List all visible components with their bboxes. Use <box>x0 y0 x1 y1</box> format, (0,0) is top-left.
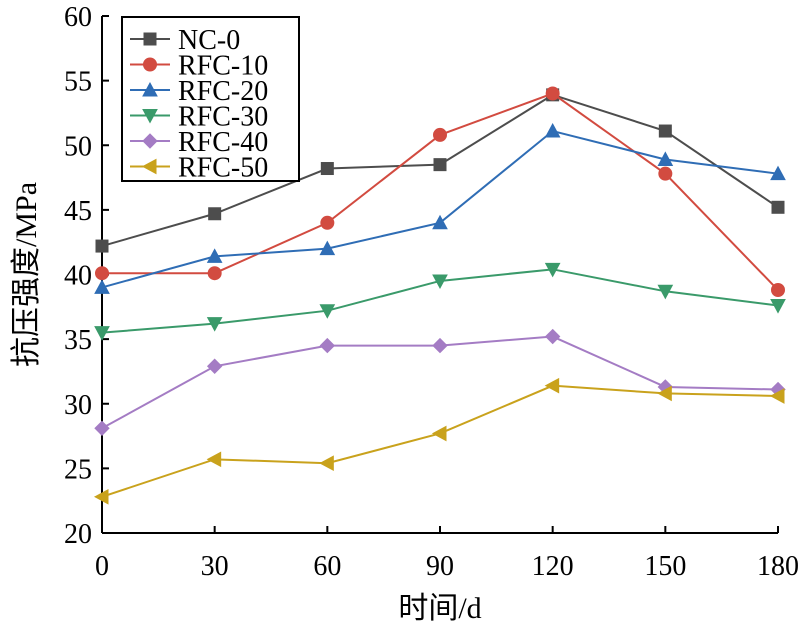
y-tick-label: 35 <box>64 325 92 356</box>
legend-marker-rfc-50 <box>141 158 157 175</box>
data-point-rfc-20 <box>770 165 786 181</box>
legend-item-rfc-30: RFC-30 <box>130 102 268 133</box>
y-tick-label: 20 <box>64 519 92 550</box>
data-point-rfc-20 <box>94 279 110 294</box>
x-tick-label: 120 <box>532 551 574 582</box>
data-point-rfc-20 <box>432 214 448 230</box>
data-point-rfc-30 <box>432 274 448 290</box>
legend-label: RFC-40 <box>178 127 268 158</box>
data-point-rfc-50 <box>93 488 109 505</box>
series-line-rfc-50 <box>101 384 779 498</box>
x-tick-label: 180 <box>757 551 799 582</box>
y-tick-label: 40 <box>64 261 92 292</box>
data-point-rfc-30 <box>319 304 336 319</box>
series-rfc-30 <box>94 262 786 341</box>
y-tick-label: 50 <box>64 131 92 162</box>
x-axis-title: 时间/d <box>398 592 481 625</box>
y-tick-label: 45 <box>64 196 92 227</box>
data-point-rfc-10 <box>771 283 785 298</box>
y-tick-label: 30 <box>64 390 92 421</box>
data-point-rfc-10 <box>658 166 673 181</box>
data-point-rfc-40 <box>432 337 448 354</box>
y-axis-title: 抗压强度/MPa <box>10 182 43 367</box>
x-tick-label: 90 <box>426 551 454 582</box>
y-tick-label: 25 <box>64 454 92 485</box>
data-point-rfc-50 <box>319 455 334 472</box>
x-tick-label: 0 <box>95 551 109 582</box>
legend-marker-nc-0 <box>143 32 157 46</box>
data-point-nc-0 <box>658 124 672 138</box>
series-layer <box>93 86 786 505</box>
data-point-rfc-50 <box>206 451 222 468</box>
legend-marker-rfc-10 <box>143 57 157 72</box>
data-point-rfc-20 <box>544 122 561 138</box>
legend-label: RFC-30 <box>178 102 268 133</box>
legend-marker-rfc-40 <box>142 133 158 149</box>
series-rfc-10 <box>95 86 785 298</box>
series-nc-0 <box>95 88 785 253</box>
data-point-rfc-20 <box>206 248 223 263</box>
data-point-rfc-30 <box>770 299 786 314</box>
data-point-nc-0 <box>320 162 334 176</box>
legend-item-rfc-20: RFC-20 <box>130 76 268 107</box>
data-point-nc-0 <box>433 158 447 172</box>
data-point-rfc-10 <box>95 266 109 281</box>
series-rfc-50 <box>93 377 785 505</box>
x-tick-label: 60 <box>313 551 341 582</box>
legend-item-rfc-50: RFC-50 <box>130 153 268 184</box>
legend-label: RFC-10 <box>178 51 268 82</box>
legend-item-nc-0: NC-0 <box>130 25 240 56</box>
data-point-rfc-10 <box>545 86 560 101</box>
data-point-rfc-50 <box>544 377 560 394</box>
data-point-nc-0 <box>771 200 785 214</box>
data-point-rfc-20 <box>319 240 336 256</box>
data-point-nc-0 <box>208 207 222 221</box>
legend-label: RFC-20 <box>178 76 268 107</box>
legend-marker-rfc-20 <box>142 81 158 97</box>
axes: 20 25 30 35 40 45 50 55 60 0 30 60 90 120 150 180 <box>64 2 799 582</box>
x-tick-label: 150 <box>644 551 686 582</box>
data-point-rfc-40 <box>544 328 561 345</box>
legend-item-rfc-10: RFC-10 <box>130 51 268 82</box>
data-point-rfc-30 <box>94 326 110 341</box>
data-point-rfc-30 <box>657 284 674 300</box>
series-rfc-40 <box>94 328 786 437</box>
data-point-rfc-30 <box>544 262 561 278</box>
y-tick-label: 55 <box>64 67 92 98</box>
legend-label: RFC-50 <box>178 153 268 184</box>
data-point-rfc-10 <box>207 266 222 281</box>
data-point-rfc-40 <box>206 358 223 374</box>
data-point-rfc-50 <box>431 425 447 442</box>
legend-marker-rfc-30 <box>142 109 158 124</box>
y-tick-label: 60 <box>64 2 92 33</box>
data-point-rfc-30 <box>206 317 223 332</box>
data-point-nc-0 <box>95 239 109 253</box>
legend-label: NC-0 <box>178 25 240 56</box>
data-point-rfc-20 <box>657 151 674 166</box>
data-point-rfc-50 <box>657 385 672 402</box>
data-point-rfc-10 <box>320 215 335 230</box>
data-point-rfc-50 <box>769 388 785 404</box>
legend-item-rfc-40: RFC-40 <box>130 127 268 158</box>
data-point-rfc-40 <box>94 420 110 437</box>
series-rfc-20 <box>94 122 786 294</box>
data-point-rfc-10 <box>433 127 447 142</box>
x-tick-label: 30 <box>201 551 229 582</box>
data-point-rfc-40 <box>319 337 336 354</box>
